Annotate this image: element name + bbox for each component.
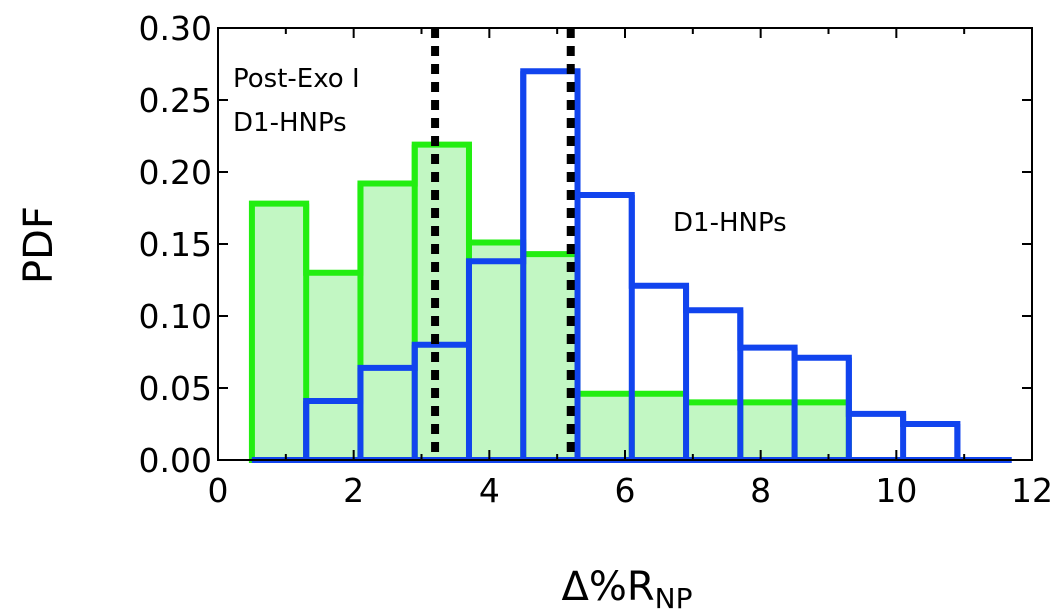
threshold-lines [431, 28, 575, 460]
x-axis-label-main: Δ%R [561, 564, 654, 610]
y-tick-label: 0.00 [139, 441, 212, 480]
annotation-green-line1: Post-Exo I [233, 64, 360, 94]
x-tick-label: 4 [479, 471, 500, 510]
axis-ticks: 0 2 4 6 8 10 12 0.00 0.05 0.10 0.15 0.20 0.25 0.30 [139, 9, 1053, 510]
x-tick-label: 6 [615, 471, 636, 510]
x-tick-label: 2 [343, 471, 364, 510]
x-tick-label: 12 [1011, 471, 1053, 510]
bar-fill [686, 402, 741, 460]
bar-fill [740, 402, 795, 460]
y-tick-label: 0.25 [139, 81, 212, 120]
bar-fill [631, 393, 687, 460]
y-tick-label: 0.10 [139, 297, 212, 336]
x-tick-label: 8 [750, 471, 771, 510]
annotation-green-line2: D1-HNPs [233, 108, 347, 138]
bar-fill [251, 203, 307, 460]
y-tick-label: 0.20 [139, 153, 212, 192]
bar-fill [577, 393, 632, 460]
bar-fill [306, 272, 361, 460]
bar-fill [414, 144, 469, 460]
x-axis-label-subscript: NP [655, 582, 693, 615]
series-post-exo-bars [248, 141, 852, 463]
y-tick-label: 0.30 [139, 9, 212, 48]
bar-fill [360, 183, 415, 460]
bar-fill [468, 242, 524, 460]
y-axis-label: PDF [16, 206, 62, 284]
annotation-blue: D1-HNPs [673, 208, 787, 238]
x-tick-label: 10 [875, 471, 917, 510]
x-tick-label: 0 [208, 471, 229, 510]
x-axis-label: Δ%RNP [561, 564, 692, 615]
bar-fill [794, 402, 849, 460]
y-tick-label: 0.15 [139, 225, 212, 264]
y-tick-label: 0.05 [139, 369, 212, 408]
